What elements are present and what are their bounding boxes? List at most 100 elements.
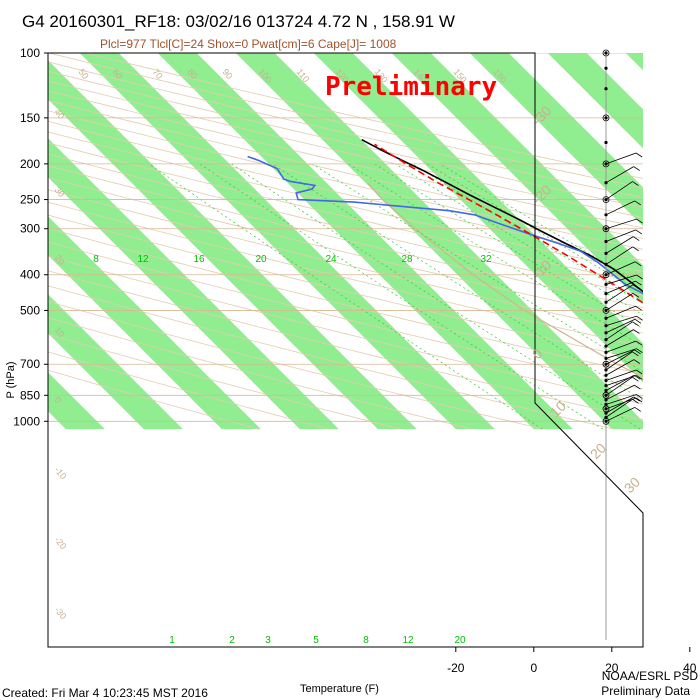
- temperature-band: [79, 53, 495, 430]
- y-tick-label: 1000: [13, 414, 40, 428]
- theta-label: 10: [52, 325, 66, 339]
- wind-barb-flag: [632, 181, 639, 186]
- wind-level-dot: [604, 262, 608, 266]
- chart-title: G4 20160301_RF18: 03/02/16 013724 4.72 N…: [22, 12, 455, 31]
- wind-barb-flag: [635, 229, 643, 235]
- wind-barb-flag: [633, 396, 640, 402]
- dry-adiabat-line: [48, 177, 643, 321]
- wind-barb-flag: [636, 348, 643, 354]
- mixing-ratio-label: 20: [454, 635, 466, 646]
- dry-adiabat-line: [48, 189, 643, 334]
- dry-adiabat-line: [48, 165, 643, 308]
- wind-barb-flag: [633, 359, 641, 364]
- wind-barb-shaft: [605, 348, 637, 359]
- wind-barb-flag: [632, 246, 639, 252]
- mixing-ratio-label: 8: [93, 254, 99, 265]
- wind-barb-flag: [634, 261, 642, 267]
- wind-barb-flag: [632, 376, 639, 382]
- wind-barb-flag: [632, 292, 640, 298]
- temperature-band: [48, 60, 417, 430]
- wind-barb-shaft: [605, 246, 633, 265]
- wind-barb-flag: [635, 397, 643, 403]
- dry-adiabat-line: [48, 285, 615, 430]
- wind-barb-shaft: [605, 280, 636, 294]
- mixing-ratio-label: 12: [402, 635, 414, 646]
- wind-profile-panel: [602, 49, 643, 640]
- theta-label: -30: [52, 605, 68, 621]
- wind-barb-shaft: [605, 384, 635, 401]
- dry-adiabat-line: [48, 317, 473, 430]
- mixing-ratio-line: [312, 163, 643, 373]
- wind-barb-flag: [634, 349, 641, 355]
- wind-barb-flag: [632, 236, 640, 241]
- wind-barb-shaft: [605, 407, 635, 422]
- x-tick-label: 0: [530, 661, 537, 675]
- wind-level-dot: [604, 411, 608, 415]
- wind-level-dot: [604, 239, 608, 244]
- wind-barb-shaft: [605, 375, 637, 386]
- wind-level-dot: [604, 350, 608, 354]
- wind-barb-shaft: [605, 166, 634, 184]
- theta-e-label: 30: [621, 474, 643, 496]
- wind-calm-circle: [602, 306, 610, 314]
- wind-level-dot: [604, 378, 608, 383]
- chart-subtitle: Plcl=977 Tlcl[C]=24 Shox=0 Pwat[cm]=6 Ca…: [100, 37, 397, 51]
- wind-level-dot: [604, 308, 608, 312]
- wind-barb-flag: [634, 200, 642, 206]
- wind-calm-circle: [602, 417, 610, 425]
- wind-level-dot: [604, 362, 608, 366]
- x-axis-label: Temperature (F): [300, 683, 379, 695]
- mixing-ratio-label: 16: [193, 254, 205, 265]
- wind-barb-flag: [634, 318, 642, 324]
- mixing-ratio-line: [348, 163, 643, 348]
- dry-adiabat-line: [48, 300, 544, 430]
- chart-labels: 1001502002503004005007008501000-20020406…: [13, 46, 697, 675]
- wind-barb-shaft: [605, 218, 637, 230]
- theta-label: 30: [52, 185, 66, 199]
- mixing-ratio-label: 2: [229, 635, 235, 646]
- wind-barb-flag: [636, 218, 643, 224]
- wind-level-dot: [604, 181, 608, 185]
- temperature-band: [547, 53, 643, 149]
- dry-adiabat-line: [48, 201, 643, 347]
- wind-barb-shaft: [605, 315, 637, 327]
- dry-adiabat-line: [48, 214, 643, 361]
- sounding-trace-2: [247, 155, 643, 295]
- preliminary-watermark: Preliminary: [325, 72, 497, 102]
- temperature-band: [391, 53, 643, 305]
- mixing-ratio-label: 20: [255, 254, 267, 265]
- wind-calm-circle: [602, 405, 610, 413]
- wind-level-dot: [604, 344, 608, 348]
- y-tick-label: 300: [20, 222, 40, 236]
- wind-barb-shaft: [605, 351, 633, 371]
- wind-level-dot: [604, 331, 608, 335]
- wind-level-dot: [604, 162, 608, 166]
- y-tick-label: 250: [20, 193, 40, 207]
- temperature-bands: [48, 53, 643, 430]
- wind-barb-shaft: [605, 329, 634, 347]
- wind-barb-shaft: [605, 274, 637, 285]
- wind-barb-flag: [636, 315, 643, 321]
- wind-barb-flag: [635, 280, 642, 286]
- wind-calm-circle: [602, 160, 610, 168]
- mixing-ratio-label: 3: [265, 635, 271, 646]
- mixing-ratio-label: 28: [401, 254, 413, 265]
- wind-barb-shaft: [605, 284, 634, 303]
- wind-level-dot: [604, 398, 608, 402]
- wind-level-dot: [604, 373, 608, 377]
- wind-barb-shaft: [605, 152, 637, 165]
- wind-level-dot: [604, 368, 608, 372]
- wind-barb-shaft: [605, 349, 635, 365]
- dry-adiabat-line: [48, 241, 643, 390]
- wind-barb-flag: [632, 398, 639, 404]
- wind-barb-shaft: [605, 318, 636, 334]
- wind-barb-shaft: [605, 229, 636, 242]
- wind-barb-shaft: [605, 376, 633, 396]
- theta-label: 90: [220, 67, 234, 81]
- wind-barb-flag: [633, 166, 640, 171]
- mixing-ratio-line: [148, 163, 543, 430]
- wind-barb-flag: [636, 394, 643, 399]
- y-axis-label: P (hPa): [5, 361, 17, 398]
- wind-level-dot: [604, 419, 608, 423]
